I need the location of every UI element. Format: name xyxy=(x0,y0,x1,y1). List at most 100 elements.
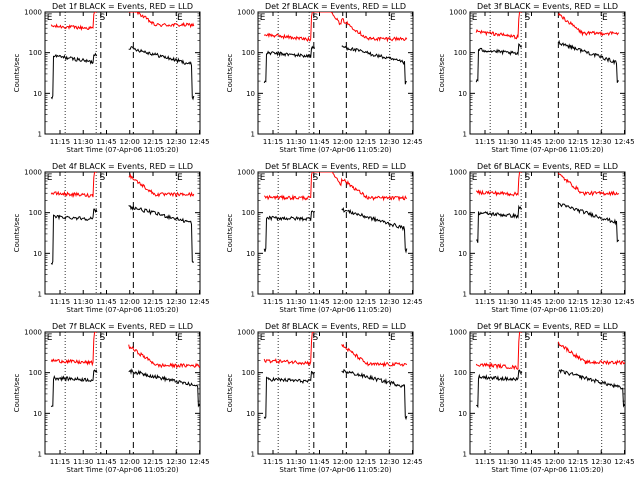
x-tick-label: 12:45 xyxy=(614,138,634,146)
plot-frame xyxy=(257,11,414,135)
marker-label: S xyxy=(99,333,105,343)
x-axis-label: Start Time (07-Apr-06 11:05:20) xyxy=(66,306,178,314)
panel-title: Det 8f BLACK = Events, RED = LLD xyxy=(265,322,406,331)
x-tick-label: 12:00 xyxy=(120,458,140,466)
marker-label: E xyxy=(177,173,183,183)
x-tick-label: 12:45 xyxy=(402,138,422,146)
events-series-line xyxy=(263,368,408,421)
marker-label: E xyxy=(47,173,53,183)
plot-frame xyxy=(469,331,626,455)
x-tick-label: 11:30 xyxy=(498,458,518,466)
y-tick-label: 1000 xyxy=(237,329,255,337)
marker-label: E xyxy=(177,13,183,23)
y-tick-label: 10 xyxy=(246,410,255,418)
y-axis-label: Counts/sec xyxy=(13,374,21,413)
y-tick-label: 10 xyxy=(33,250,42,258)
marker-label: E xyxy=(47,13,53,23)
x-tick-label: 12:15 xyxy=(356,298,376,306)
y-axis-label: Counts/sec xyxy=(226,374,234,413)
y-tick-label: 1 xyxy=(38,291,42,299)
y-tick-label: 1 xyxy=(251,451,255,459)
y-axis-label: Counts/sec xyxy=(438,374,446,413)
y-tick-label: 1000 xyxy=(237,169,255,177)
y-tick-label: 1 xyxy=(463,451,467,459)
x-tick-label: 11:15 xyxy=(50,138,70,146)
x-tick-label: 11:30 xyxy=(286,458,306,466)
plot-frame xyxy=(44,11,201,135)
x-tick-label: 11:45 xyxy=(96,458,116,466)
marker-label: S xyxy=(99,13,105,23)
events-series-line xyxy=(50,45,195,101)
plot-frame xyxy=(44,331,201,455)
lld-series-line xyxy=(50,332,200,369)
x-tick-label: 11:45 xyxy=(309,298,329,306)
plot-panel: Det 4f BLACK = Events, RED = LLD 1 10 100 10… xyxy=(13,162,210,314)
marker-label: E xyxy=(602,333,608,343)
x-tick-label: 12:00 xyxy=(120,138,140,146)
panel-title: Det 9f BLACK = Events, RED = LLD xyxy=(477,322,618,331)
series-group xyxy=(263,12,408,85)
y-tick-label: 100 xyxy=(454,49,467,57)
x-tick-label: 11:45 xyxy=(309,458,329,466)
plot-panel: Det 1f BLACK = Events, RED = LLD 1 10 100 10… xyxy=(13,2,210,154)
y-tick-label: 100 xyxy=(454,369,467,377)
y-tick-label: 10 xyxy=(33,90,42,98)
series-group xyxy=(475,332,625,409)
y-tick-label: 100 xyxy=(29,49,42,57)
plot-frame xyxy=(257,171,414,295)
x-axis-label: Start Time (07-Apr-06 11:05:20) xyxy=(66,146,178,154)
y-tick-label: 1000 xyxy=(24,9,42,17)
events-series-line xyxy=(476,368,625,409)
x-tick-label: 11:30 xyxy=(286,138,306,146)
y-axis-label: Counts/sec xyxy=(438,54,446,93)
y-tick-label: 1 xyxy=(251,291,255,299)
panel-title: Det 2f BLACK = Events, RED = LLD xyxy=(265,2,406,11)
plot-panel: Det 3f BLACK = Events, RED = LLD 1 10 100 10… xyxy=(438,2,635,154)
marker-label: E xyxy=(602,13,608,23)
x-tick-label: 11:15 xyxy=(475,458,495,466)
x-axis-label: Start Time (07-Apr-06 11:05:20) xyxy=(491,466,603,474)
x-tick-label: 11:30 xyxy=(73,138,93,146)
y-axis-label: Counts/sec xyxy=(13,54,21,93)
y-tick-label: 100 xyxy=(242,209,255,217)
plot-panel: Det 7f BLACK = Events, RED = LLD 1 10 100 10… xyxy=(13,322,210,474)
marker-label: E xyxy=(260,173,266,183)
y-tick-label: 1 xyxy=(463,291,467,299)
y-tick-label: 1 xyxy=(251,131,255,139)
panel-title: Det 1f BLACK = Events, RED = LLD xyxy=(52,2,193,11)
panel-title: Det 4f BLACK = Events, RED = LLD xyxy=(52,162,193,171)
x-tick-label: 12:45 xyxy=(189,458,209,466)
x-tick-label: 12:45 xyxy=(614,298,634,306)
y-tick-label: 1 xyxy=(38,451,42,459)
x-tick-label: 12:30 xyxy=(379,458,399,466)
plot-panel: Det 5f BLACK = Events, RED = LLD 1 10 100 10… xyxy=(226,162,423,314)
lld-series-line xyxy=(475,332,625,371)
x-axis-label: Start Time (07-Apr-06 11:05:20) xyxy=(66,466,178,474)
y-axis-label: Counts/sec xyxy=(226,214,234,253)
x-tick-label: 11:30 xyxy=(286,298,306,306)
series-group xyxy=(475,12,620,83)
events-series-line xyxy=(263,206,408,254)
panel-title: Det 3f BLACK = Events, RED = LLD xyxy=(477,2,618,11)
lld-series-line xyxy=(50,12,195,31)
x-tick-label: 11:30 xyxy=(73,458,93,466)
y-tick-label: 10 xyxy=(246,90,255,98)
x-axis-label: Start Time (07-Apr-06 11:05:20) xyxy=(279,146,391,154)
plot-frame xyxy=(469,171,626,295)
x-tick-label: 11:30 xyxy=(498,298,518,306)
plot-frame xyxy=(469,11,626,135)
marker-label: E xyxy=(177,333,183,343)
y-axis-label: Counts/sec xyxy=(226,54,234,93)
x-tick-label: 12:30 xyxy=(166,458,186,466)
marker-label: E xyxy=(472,173,478,183)
x-axis-label: Start Time (07-Apr-06 11:05:20) xyxy=(491,306,603,314)
series-group xyxy=(50,12,195,101)
plot-panel: Det 6f BLACK = Events, RED = LLD 1 10 100 10… xyxy=(438,162,635,314)
series-group xyxy=(50,332,200,408)
x-axis-label: Start Time (07-Apr-06 11:05:20) xyxy=(279,306,391,314)
marker-label: E xyxy=(602,173,608,183)
y-tick-label: 1000 xyxy=(449,329,467,337)
marker-label: S xyxy=(524,333,530,343)
lld-series-line xyxy=(50,172,195,198)
x-tick-label: 11:45 xyxy=(96,298,116,306)
